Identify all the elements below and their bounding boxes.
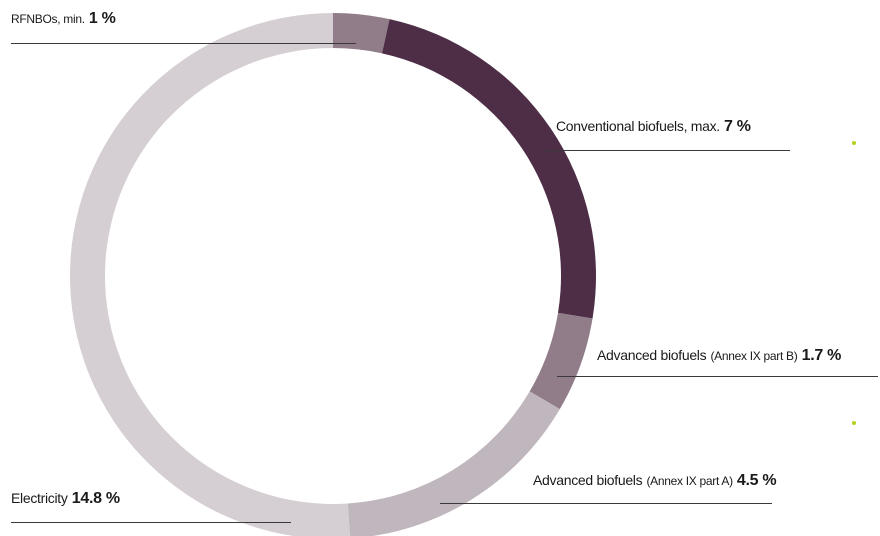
leader-conventional [545, 150, 790, 151]
label-electricity: Electricity 14.8 % [11, 490, 120, 508]
label-electricity-value: 14.8 % [71, 490, 120, 507]
label-rfnbo-name: RFNBOs, min. [11, 12, 85, 26]
donut-slice-conventional [382, 19, 596, 319]
label-advanced-a-suffix: (Annex IX part A) [646, 474, 733, 488]
label-advanced-a-name: Advanced biofuels [533, 472, 643, 488]
label-advanced-b: Advanced biofuels (Annex IX part B) 1.7 … [597, 347, 841, 365]
label-advanced-b-name: Advanced biofuels [597, 347, 707, 363]
label-rfnbo: RFNBOs, min. 1 % [11, 10, 116, 28]
label-conventional: Conventional biofuels, max. 7 % [556, 118, 751, 136]
donut-slice-rfnbo [333, 13, 390, 54]
leader-electricity [11, 522, 291, 523]
label-conventional-name: Conventional biofuels, max. [556, 118, 720, 134]
label-advanced-b-value: 1.7 % [801, 347, 842, 364]
label-advanced-a: Advanced biofuels (Annex IX part A) 4.5 … [533, 472, 777, 490]
label-electricity-name: Electricity [11, 490, 68, 506]
bullet-dot-1 [852, 141, 856, 145]
donut-slice-electricity [70, 13, 350, 536]
label-conventional-value: 7 % [724, 118, 751, 135]
leader-advanced-b [557, 376, 878, 377]
donut-slice-advanced_a [347, 391, 560, 536]
leader-advanced-a [440, 503, 772, 504]
label-rfnbo-value: 1 % [88, 10, 116, 27]
donut-slice-advanced_b [529, 312, 593, 410]
label-advanced-a-value: 4.5 % [736, 472, 777, 489]
leader-rfnbo [11, 43, 356, 44]
bullet-dot-2 [852, 421, 856, 425]
label-advanced-b-suffix: (Annex IX part B) [710, 349, 798, 363]
